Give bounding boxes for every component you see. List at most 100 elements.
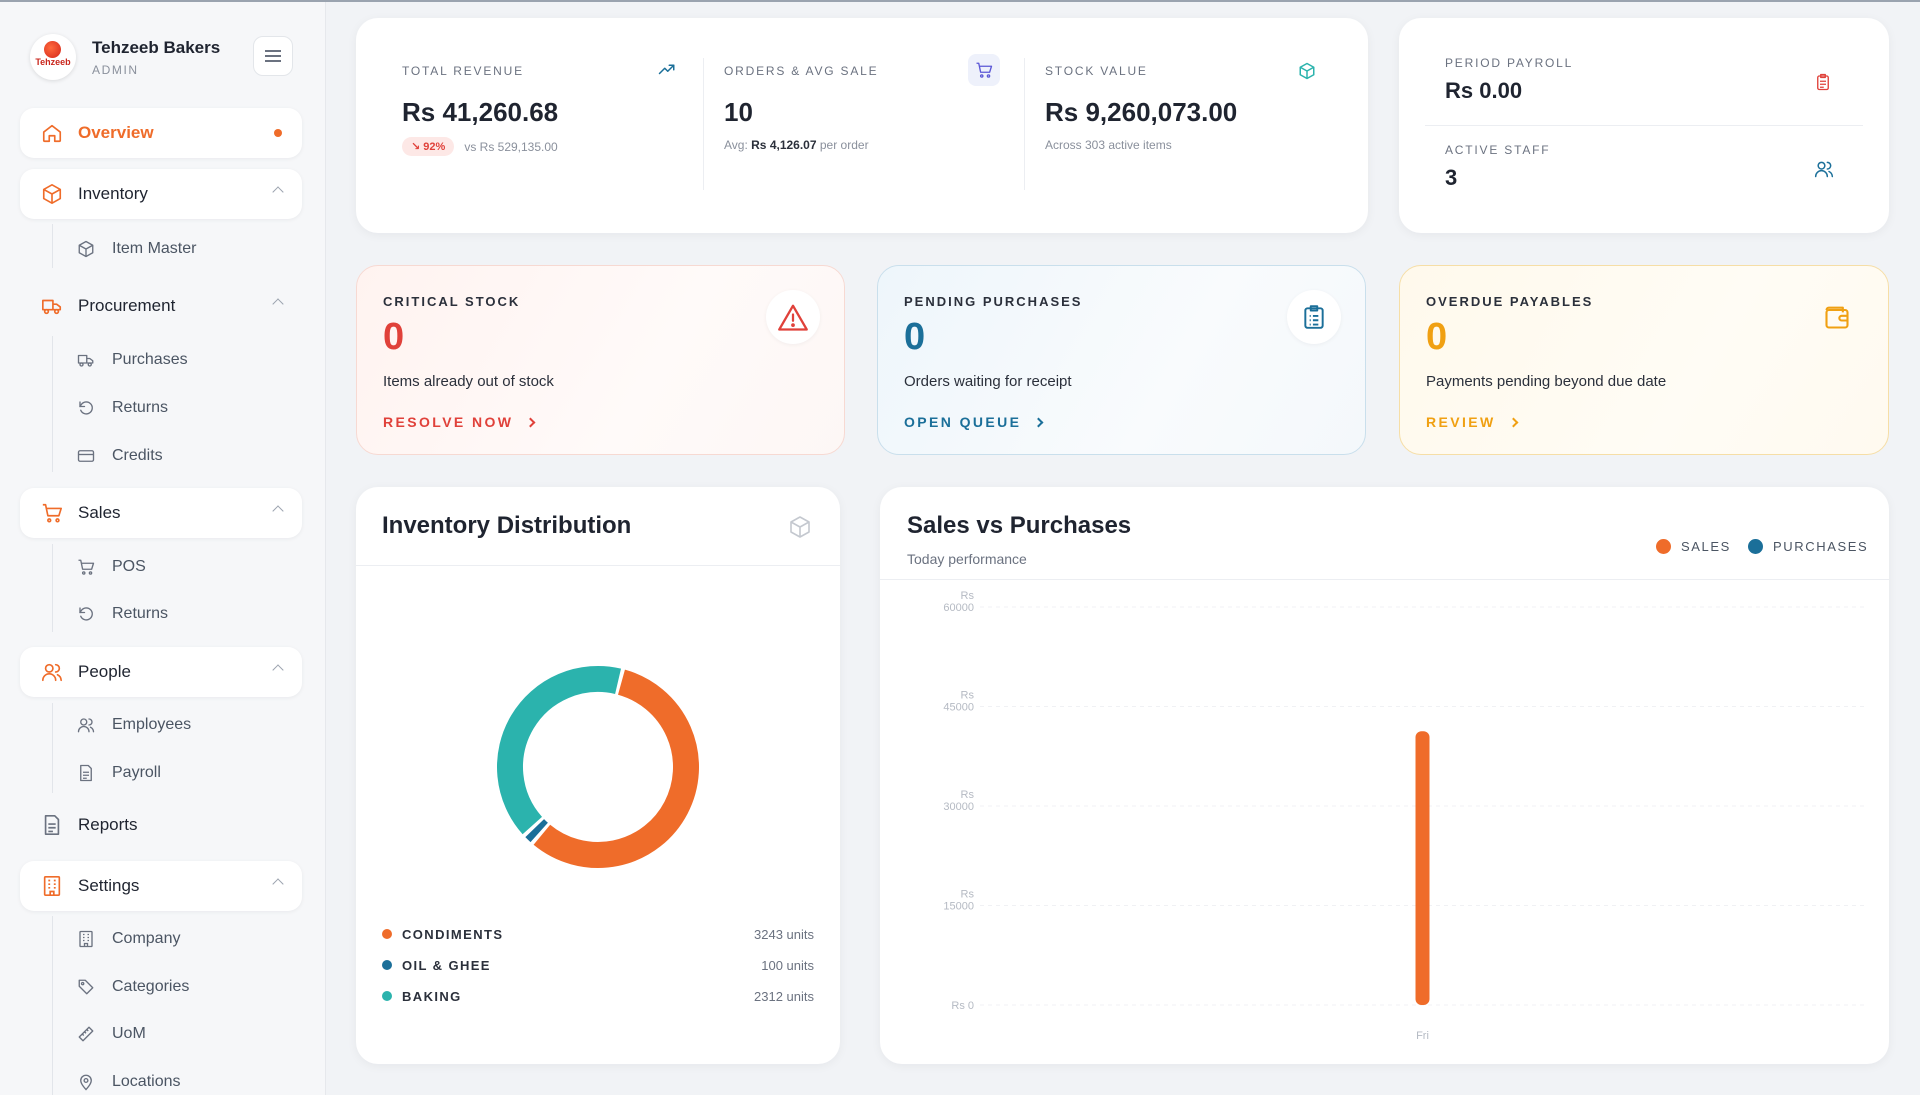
cube-icon	[1298, 62, 1316, 85]
y-tick-label: 60000	[943, 602, 974, 614]
y-tick-prefix: Rs	[961, 590, 975, 602]
tag-icon	[76, 977, 96, 997]
nav-company[interactable]: Company	[76, 924, 180, 954]
y-tick-prefix: Rs	[961, 690, 975, 702]
nav-payroll[interactable]: Payroll	[76, 758, 161, 788]
y-tick-prefix: Rs	[961, 789, 975, 801]
legend-label: PURCHASES	[1773, 539, 1869, 554]
nav-sales-returns[interactable]: Returns	[76, 599, 168, 629]
user-role: ADMIN	[92, 62, 139, 77]
alert-value: 0	[1426, 316, 1448, 358]
review-link[interactable]: REVIEW	[1426, 414, 1519, 430]
review-label: REVIEW	[1426, 414, 1496, 430]
kpi-value: Rs 0.00	[1445, 78, 1523, 103]
legend-value: 2312 units	[754, 988, 814, 1004]
kpi-people-card: PERIOD PAYROLL Rs 0.00 ACTIVE STAFF 3	[1399, 18, 1889, 233]
legend-dot	[1656, 539, 1671, 554]
brand: Tehzeeb Tehzeeb Bakers ADMIN	[30, 34, 220, 80]
nav-categories[interactable]: Categories	[76, 972, 189, 1002]
nav-overview[interactable]: Overview	[20, 108, 302, 158]
kpi-label: TOTAL REVENUE	[402, 64, 524, 78]
legend-value: 3243 units	[754, 926, 814, 942]
building-icon	[40, 874, 64, 898]
legend-label: BAKING	[402, 988, 462, 1004]
legend-label: CONDIMENTS	[402, 926, 504, 942]
trend-up-icon	[658, 62, 676, 81]
company-name: Tehzeeb Bakers	[92, 37, 221, 57]
nav-procurement-returns[interactable]: Returns	[76, 393, 168, 423]
ruler-icon	[76, 1024, 96, 1044]
alert-description: Items already out of stock	[383, 373, 554, 390]
nav-overview-label: Overview	[78, 123, 154, 142]
inventory-donut-chart	[497, 666, 699, 868]
legend-label: OIL & GHEE	[402, 957, 491, 973]
kpi-orders: ORDERS & AVG SALE 10 Avg: Rs 4,126.07 pe…	[724, 18, 1004, 233]
nav-purchases-label: Purchases	[112, 351, 188, 368]
donut-slice-oil-ghee[interactable]	[525, 819, 548, 843]
nav-purchases[interactable]: Purchases	[76, 345, 188, 375]
alert-title: CRITICAL STOCK	[383, 294, 521, 309]
open-queue-label: OPEN QUEUE	[904, 414, 1022, 430]
warning-icon	[766, 290, 820, 344]
nav-inventory[interactable]: Inventory	[20, 169, 302, 219]
kpi-label: PERIOD PAYROLL	[1445, 56, 1574, 70]
nav-payroll-label: Payroll	[112, 764, 161, 781]
nav-uom[interactable]: UoM	[76, 1019, 146, 1049]
nav-settings[interactable]: Settings	[20, 861, 302, 911]
clipboard-icon	[1814, 72, 1832, 97]
nav-reports[interactable]: Reports	[20, 800, 302, 850]
nav-employees-label: Employees	[112, 716, 192, 733]
truck-icon	[40, 294, 64, 318]
inventory-distribution-card: Inventory Distribution CONDIMENTS 3243 u…	[356, 487, 840, 1064]
alert-description: Payments pending beyond due date	[1426, 373, 1667, 390]
nav-people[interactable]: People	[20, 647, 302, 697]
nav-procurement-label: Procurement	[78, 296, 176, 315]
chevron-up-icon	[272, 186, 284, 198]
clipboard-list-icon	[1287, 290, 1341, 344]
legend-label: SALES	[1681, 539, 1731, 554]
nav-procurement[interactable]: Procurement	[20, 281, 302, 331]
kpi-value: Rs 41,260.68	[402, 97, 559, 127]
users-icon	[1814, 159, 1834, 184]
company-logo: Tehzeeb	[30, 34, 76, 80]
donut-slice-baking[interactable]	[497, 666, 622, 835]
overdue-payables-card[interactable]: OVERDUE PAYABLES 0 Payments pending beyo…	[1399, 265, 1889, 455]
pending-purchases-card[interactable]: PENDING PURCHASES 0 Orders waiting for r…	[877, 265, 1366, 455]
nav-people-label: People	[78, 662, 131, 681]
nav-sales[interactable]: Sales	[20, 488, 302, 538]
nav-uom-label: UoM	[112, 1025, 146, 1042]
nav-pos[interactable]: POS	[76, 552, 146, 582]
bar-sales-fri[interactable]	[1415, 731, 1430, 1005]
legend-item-condiments: CONDIMENTS 3243 units	[382, 924, 814, 944]
open-queue-link[interactable]: OPEN QUEUE	[904, 414, 1044, 430]
nav-reports-label: Reports	[78, 815, 138, 834]
kpi-label: ORDERS & AVG SALE	[724, 64, 879, 78]
active-indicator	[274, 129, 282, 137]
nav-item-master-label: Item Master	[112, 240, 197, 257]
donut-slice-condiments[interactable]	[533, 669, 699, 868]
critical-stock-card[interactable]: CRITICAL STOCK 0 Items already out of st…	[356, 265, 845, 455]
chevron-up-icon	[272, 878, 284, 890]
y-tick-label: 15000	[943, 901, 974, 913]
nav-employees[interactable]: Employees	[76, 710, 191, 740]
box-icon	[40, 182, 64, 206]
chevron-right-icon	[1508, 417, 1519, 427]
kpi-value: 3	[1445, 165, 1458, 190]
panel-subtitle: Today performance	[907, 551, 1027, 567]
legend-dot	[382, 960, 392, 970]
nav-locations[interactable]: Locations	[76, 1067, 181, 1095]
change-badge-value: 92%	[423, 141, 446, 153]
resolve-now-link[interactable]: RESOLVE NOW	[383, 414, 536, 430]
y-tick-label: Rs 0	[951, 1000, 974, 1012]
undo-icon	[76, 398, 96, 418]
users-icon	[40, 660, 64, 684]
revenue-compare: vs Rs 529,135.00	[464, 139, 558, 154]
menu-toggle-button[interactable]	[253, 36, 293, 76]
x-tick-label: Fri	[1416, 1030, 1429, 1042]
nav-credits[interactable]: Credits	[76, 441, 163, 471]
y-tick-label: 30000	[943, 801, 974, 813]
chevron-up-icon	[272, 298, 284, 310]
nav-item-master[interactable]: Item Master	[76, 234, 196, 264]
legend-item-baking: BAKING 2312 units	[382, 986, 814, 1006]
document-icon	[76, 763, 96, 783]
